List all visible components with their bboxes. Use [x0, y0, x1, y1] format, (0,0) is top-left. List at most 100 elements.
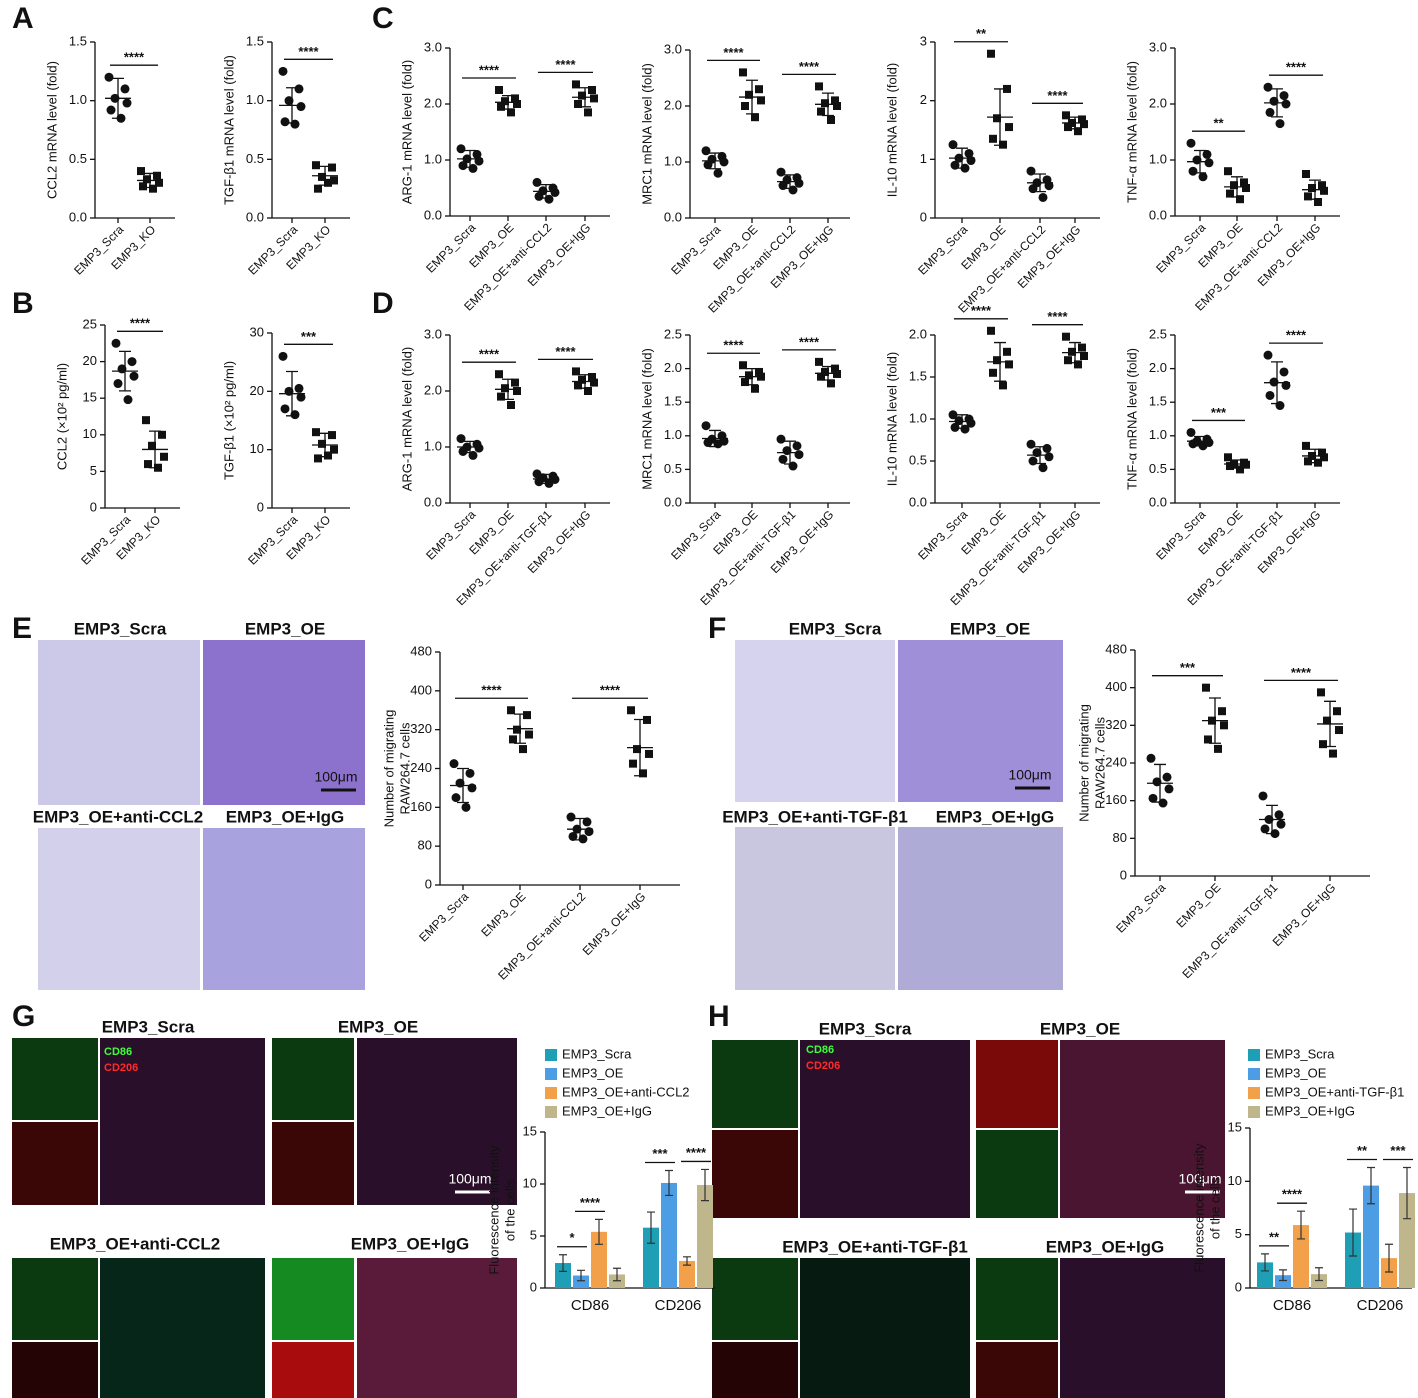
y-tick-label: 2.0 [424, 382, 442, 397]
x-tick-label: EMP3_Scra [915, 222, 970, 277]
data-point [318, 172, 326, 181]
micrograph [976, 1040, 1058, 1128]
significance-label: ** [1213, 116, 1224, 131]
significance-label: **** [580, 1195, 601, 1210]
y-tick-label: 1.5 [69, 33, 87, 48]
data-point [1269, 377, 1279, 387]
error-bar [464, 440, 476, 454]
y-tick-label: 1 [920, 151, 927, 166]
y-tick-label: 2.5 [1149, 326, 1167, 341]
legend-swatch [1248, 1049, 1260, 1061]
error-bar [956, 147, 968, 169]
data-point [106, 105, 116, 115]
micrograph [100, 1258, 265, 1398]
error-bar [112, 77, 124, 119]
y-tick-label: 3.0 [424, 326, 442, 341]
data-point [280, 117, 290, 127]
y-axis-label: RAW264.7 cells [1092, 717, 1107, 809]
y-axis-label: Number of migrating [381, 710, 396, 828]
panel-letter: H [708, 1000, 730, 1033]
error-bar [149, 430, 161, 469]
significance-label: **** [130, 316, 151, 331]
data-point [566, 812, 576, 822]
error-bar [1403, 1166, 1411, 1220]
data-point [278, 351, 288, 361]
error-bar [1034, 173, 1046, 193]
micrograph-label: EMP3_Scra [102, 1017, 195, 1036]
data-point [1202, 683, 1210, 692]
data-point [1158, 798, 1168, 808]
y-tick-label: 20 [250, 383, 264, 398]
micrograph [357, 1258, 517, 1398]
micrograph-label: EMP3_OE+IgG [1046, 1237, 1165, 1256]
data-point [1260, 824, 1270, 834]
data-point [755, 367, 763, 376]
error-bar [514, 713, 526, 744]
significance-label: ** [1269, 1229, 1280, 1244]
data-point [1304, 457, 1312, 466]
data-point [495, 370, 503, 379]
micrograph [12, 1258, 98, 1340]
data-point [629, 759, 637, 768]
y-axis-label: Number of migrating [1076, 704, 1091, 822]
legend-swatch [545, 1106, 557, 1118]
data-point [639, 769, 647, 778]
data-point [633, 745, 641, 754]
x-tick-label: EMP3_OE [478, 889, 528, 939]
data-point [1265, 107, 1275, 117]
error-bar [502, 378, 514, 401]
data-point [1044, 452, 1054, 462]
significance-label: **** [1286, 60, 1307, 75]
data-point [817, 372, 825, 381]
y-tick-label: 1.0 [69, 92, 87, 107]
scale-bar-label: 100μm [314, 769, 357, 785]
data-point [318, 439, 326, 448]
significance-label: *** [1211, 405, 1227, 420]
y-axis-label: MRC1 mRNA level (fold) [639, 348, 654, 490]
micrograph [203, 828, 365, 990]
y-tick-label: 0.0 [69, 209, 87, 224]
data-point [701, 146, 711, 156]
error-bar [540, 473, 552, 485]
panel-letter: D [372, 287, 394, 320]
y-tick-label: 30 [250, 324, 264, 339]
y-tick-label: 0 [920, 209, 927, 224]
y-tick-label: 0.5 [246, 151, 264, 166]
micrograph [272, 1122, 354, 1205]
micrograph [100, 1038, 265, 1205]
error-bar [784, 440, 796, 465]
data-point [1308, 184, 1316, 192]
x-tick-label: EMP3_Scra [668, 222, 723, 277]
data-point [127, 357, 137, 367]
data-point [582, 817, 592, 827]
error-bar [1349, 1208, 1357, 1257]
data-point [794, 450, 804, 460]
data-point [294, 84, 304, 94]
data-point [960, 424, 970, 434]
error-bar [1231, 459, 1243, 469]
micrograph [12, 1342, 98, 1398]
micrograph [976, 1342, 1058, 1398]
error-bar [956, 414, 968, 429]
significance-label: **** [298, 44, 319, 59]
error-bar [559, 1254, 567, 1272]
y-axis-label: CCL2 mRNA level (fold) [44, 61, 59, 199]
data-point [1038, 463, 1048, 473]
data-point [501, 384, 509, 393]
data-point [1263, 350, 1273, 360]
data-point [645, 749, 653, 758]
legend-label: EMP3_OE+IgG [562, 1103, 652, 1118]
data-point [1224, 453, 1232, 462]
micrograph [976, 1130, 1058, 1218]
x-tick-label: EMP3_Scra [1153, 507, 1208, 562]
micrograph [800, 1040, 970, 1218]
micrograph [735, 640, 895, 802]
data-point [458, 446, 468, 456]
significance-label: ** [1357, 1143, 1368, 1158]
data-point [821, 99, 829, 108]
micrograph [203, 640, 365, 805]
data-point [1204, 158, 1214, 168]
panel-letter: A [12, 2, 34, 35]
micrograph [898, 640, 1063, 802]
